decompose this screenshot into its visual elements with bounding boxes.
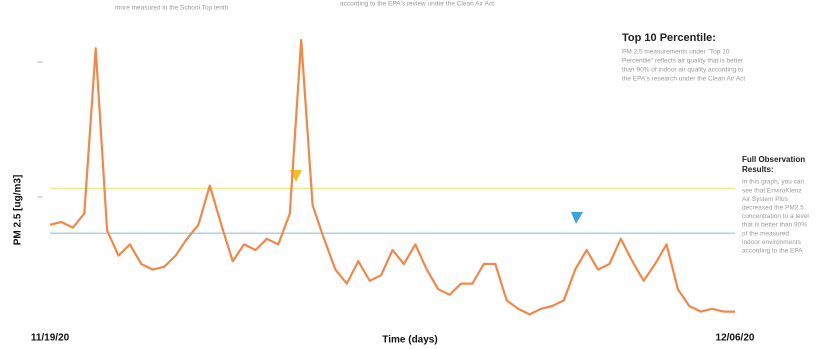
box-title: Results: <box>742 165 774 174</box>
box-title: Top 10 Percentile: <box>622 32 716 44</box>
box-text: see that EnviroKlenz <box>742 187 802 194</box>
marker-arrow <box>571 212 583 224</box>
x-tick-label: 11/19/20 <box>31 333 70 344</box>
top-note: according to the EPA's review under the … <box>340 1 494 8</box>
data-line <box>49 38 735 316</box>
y-axis-label: PM 2.5 [ug/m3] <box>13 175 24 246</box>
box-text: concentration to a level <box>742 213 809 220</box>
box-text: according to the EPA <box>742 248 803 255</box>
box-title: Full Observation <box>742 155 805 164</box>
box-text: of the measured <box>742 230 789 237</box>
box-text: than 90% of indoor air quality according… <box>622 67 744 74</box>
x-axis-label: Time (days) <box>382 335 437 346</box>
box-text: decreased the PM2.5 <box>742 205 804 212</box>
box-text: Air System Plus <box>742 196 789 203</box>
box-text: Percentile" reflects air quality that is… <box>622 58 744 65</box>
box-text: the EPA's research under the Clean Air A… <box>622 76 745 83</box>
top-note: more measured in the School Top tenth <box>115 5 229 12</box>
box-text: PM 2.5 measurements under "Top 10 <box>622 49 730 56</box>
box-text: that is better than 90% <box>742 222 807 229</box>
x-tick-label: 12/06/20 <box>716 333 755 344</box>
box-text: In this graph, you can <box>742 179 805 186</box>
box-text: indoor environments <box>742 239 802 246</box>
